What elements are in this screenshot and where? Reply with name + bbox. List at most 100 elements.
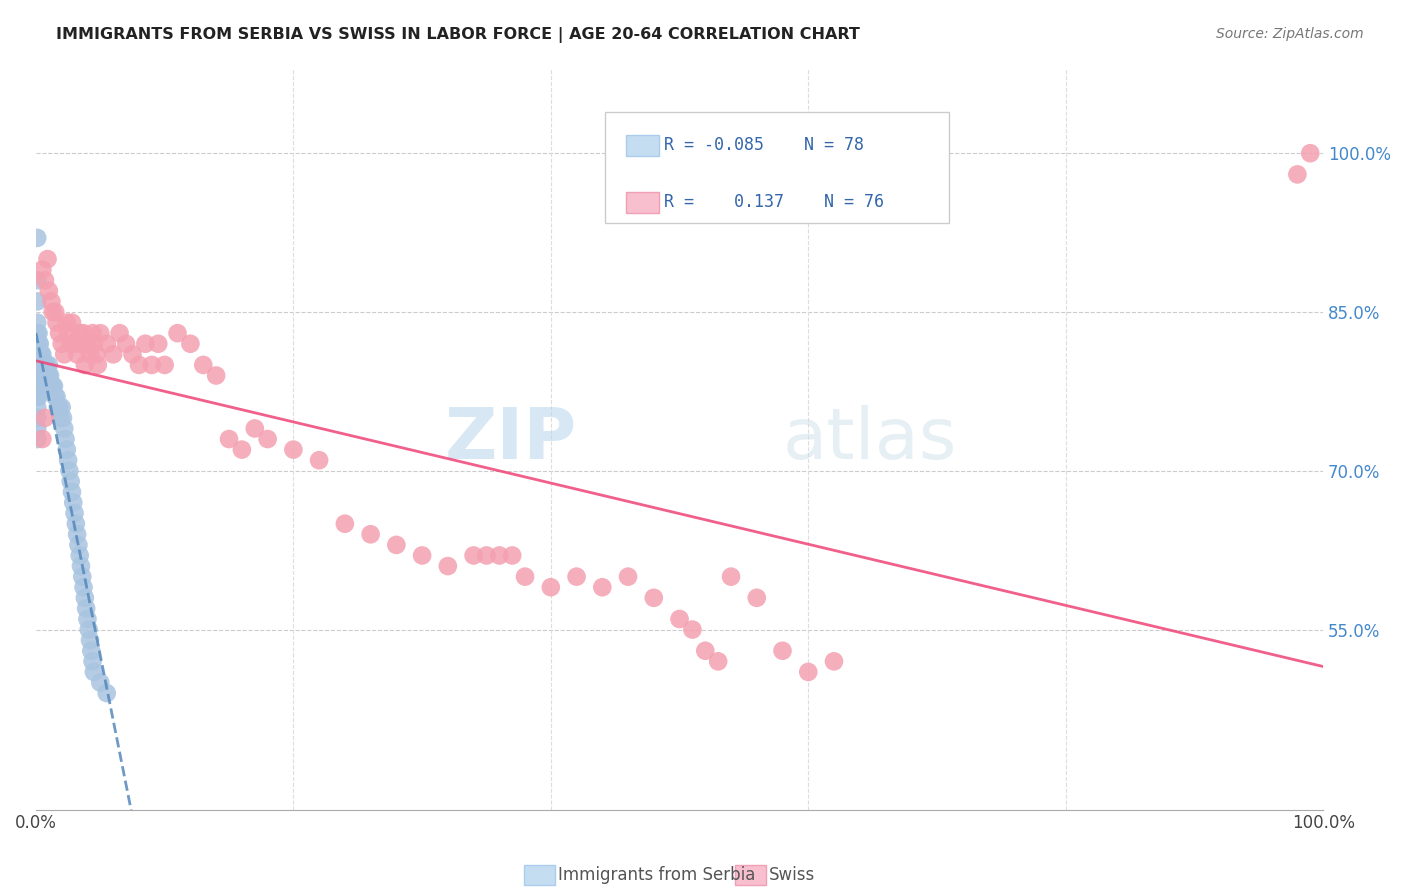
- Point: [205, 368, 228, 383]
- Point: [25, 326, 48, 341]
- Point: [231, 442, 253, 457]
- Point: [69, 326, 91, 341]
- Point: [37, 252, 59, 266]
- Point: [193, 358, 215, 372]
- Point: [34, 273, 56, 287]
- Text: Swiss: Swiss: [769, 866, 815, 884]
- Point: [45, 316, 67, 330]
- Point: [46, 401, 69, 415]
- Point: [59, 336, 82, 351]
- Point: [58, 464, 80, 478]
- Text: ZIP: ZIP: [444, 405, 576, 474]
- Point: [41, 379, 63, 393]
- Point: [48, 326, 70, 341]
- Point: [25, 358, 48, 372]
- Point: [27, 390, 49, 404]
- Point: [65, 516, 87, 531]
- Point: [87, 358, 110, 372]
- Point: [540, 580, 562, 594]
- Point: [62, 495, 84, 509]
- Point: [55, 432, 77, 446]
- Point: [41, 305, 63, 319]
- Point: [25, 273, 48, 287]
- Point: [121, 347, 143, 361]
- Point: [695, 644, 717, 658]
- Point: [38, 284, 60, 298]
- Point: [53, 347, 76, 361]
- Point: [31, 368, 53, 383]
- Point: [475, 549, 498, 563]
- Point: [411, 549, 433, 563]
- Point: [73, 591, 96, 605]
- Point: [96, 336, 118, 351]
- Point: [72, 569, 94, 583]
- Point: [617, 569, 640, 583]
- Point: [32, 368, 55, 383]
- Point: [643, 591, 665, 605]
- Point: [30, 358, 52, 372]
- Point: [25, 421, 48, 435]
- Text: R =    0.137    N = 76: R = 0.137 N = 76: [664, 194, 883, 211]
- Point: [565, 569, 588, 583]
- Point: [25, 432, 48, 446]
- Point: [82, 654, 104, 668]
- Point: [25, 368, 48, 383]
- Point: [52, 410, 75, 425]
- Point: [681, 623, 703, 637]
- Point: [772, 644, 794, 658]
- Point: [25, 231, 48, 245]
- Point: [83, 336, 105, 351]
- Point: [308, 453, 330, 467]
- Point: [32, 358, 55, 372]
- Point: [463, 549, 485, 563]
- Point: [283, 442, 305, 457]
- Point: [96, 686, 118, 700]
- Point: [72, 326, 94, 341]
- Text: Source: ZipAtlas.com: Source: ZipAtlas.com: [1216, 27, 1364, 41]
- Point: [591, 580, 613, 594]
- Point: [25, 401, 48, 415]
- Point: [27, 358, 49, 372]
- Point: [28, 358, 51, 372]
- Point: [668, 612, 690, 626]
- Point: [38, 368, 60, 383]
- Point: [44, 305, 66, 319]
- Point: [1286, 167, 1309, 181]
- Point: [45, 390, 67, 404]
- Point: [63, 336, 86, 351]
- Point: [30, 347, 52, 361]
- Point: [41, 379, 63, 393]
- Point: [79, 347, 101, 361]
- Point: [28, 347, 51, 361]
- Text: Immigrants from Serbia: Immigrants from Serbia: [558, 866, 755, 884]
- Point: [27, 347, 49, 361]
- Point: [501, 549, 523, 563]
- Point: [34, 368, 56, 383]
- Point: [28, 368, 51, 383]
- Point: [166, 326, 188, 341]
- Point: [56, 316, 79, 330]
- Point: [34, 358, 56, 372]
- Point: [34, 410, 56, 425]
- Point: [31, 262, 53, 277]
- Point: [153, 358, 176, 372]
- Point: [35, 358, 58, 372]
- Point: [51, 336, 73, 351]
- Point: [1299, 146, 1322, 161]
- Point: [66, 347, 89, 361]
- Point: [37, 368, 59, 383]
- Point: [25, 294, 48, 309]
- Point: [134, 336, 156, 351]
- Point: [76, 612, 98, 626]
- Point: [30, 368, 52, 383]
- Point: [38, 358, 60, 372]
- Point: [82, 326, 104, 341]
- Point: [27, 379, 49, 393]
- Text: R = -0.085    N = 78: R = -0.085 N = 78: [664, 136, 863, 154]
- Point: [25, 390, 48, 404]
- Point: [437, 559, 460, 574]
- Point: [69, 549, 91, 563]
- Point: [79, 633, 101, 648]
- Point: [53, 421, 76, 435]
- Point: [148, 336, 170, 351]
